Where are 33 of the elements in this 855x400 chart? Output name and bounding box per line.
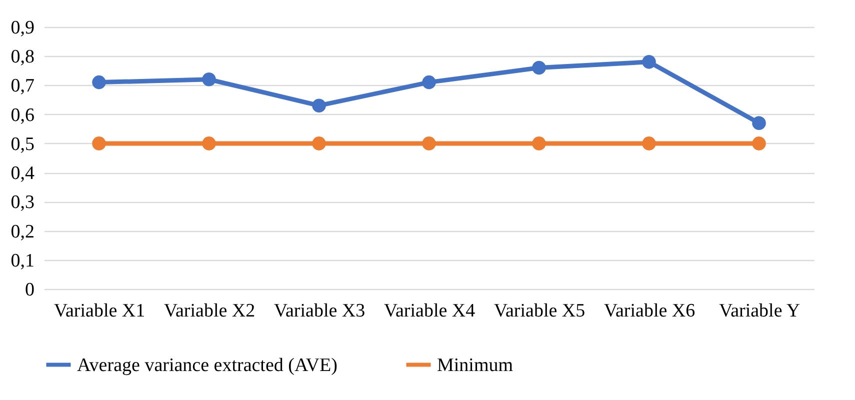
x-tick-label: Variable X5 xyxy=(494,300,586,322)
point xyxy=(642,55,656,69)
legend-label: Average variance extracted (AVE) xyxy=(77,354,338,376)
x-tick-label: Variable Y xyxy=(718,300,800,322)
x-tick-label: Variable X1 xyxy=(54,300,146,322)
y-tick-label: 0,3 xyxy=(10,192,34,214)
legend-label: Minimum xyxy=(437,354,514,376)
point xyxy=(532,136,546,150)
y-tick-label: 0,7 xyxy=(10,76,34,97)
y-tick-label: 0,4 xyxy=(10,163,35,184)
x-tick-label: Variable X3 xyxy=(274,300,366,322)
y-tick-label: 0,9 xyxy=(10,18,34,38)
point xyxy=(422,136,436,150)
y-tick-label: 0,6 xyxy=(10,104,34,126)
point xyxy=(202,136,216,150)
point xyxy=(312,136,326,150)
point xyxy=(752,136,766,150)
point xyxy=(752,116,766,130)
x-tick-label: Variable X2 xyxy=(164,300,256,322)
point xyxy=(642,136,656,150)
point xyxy=(92,75,106,90)
x-tick-label: Variable X4 xyxy=(384,300,476,322)
y-tick-label: 0,8 xyxy=(10,46,34,68)
point xyxy=(422,75,436,90)
point xyxy=(532,60,546,75)
x-tick-label: Variable X6 xyxy=(604,300,696,322)
point xyxy=(92,136,106,150)
point xyxy=(312,98,326,112)
y-tick-label: 0 xyxy=(25,280,34,300)
y-tick-label: 0,5 xyxy=(10,134,34,155)
point xyxy=(202,72,216,86)
y-tick-label: 0,2 xyxy=(10,221,34,242)
y-tick-label: 0,1 xyxy=(10,250,34,272)
